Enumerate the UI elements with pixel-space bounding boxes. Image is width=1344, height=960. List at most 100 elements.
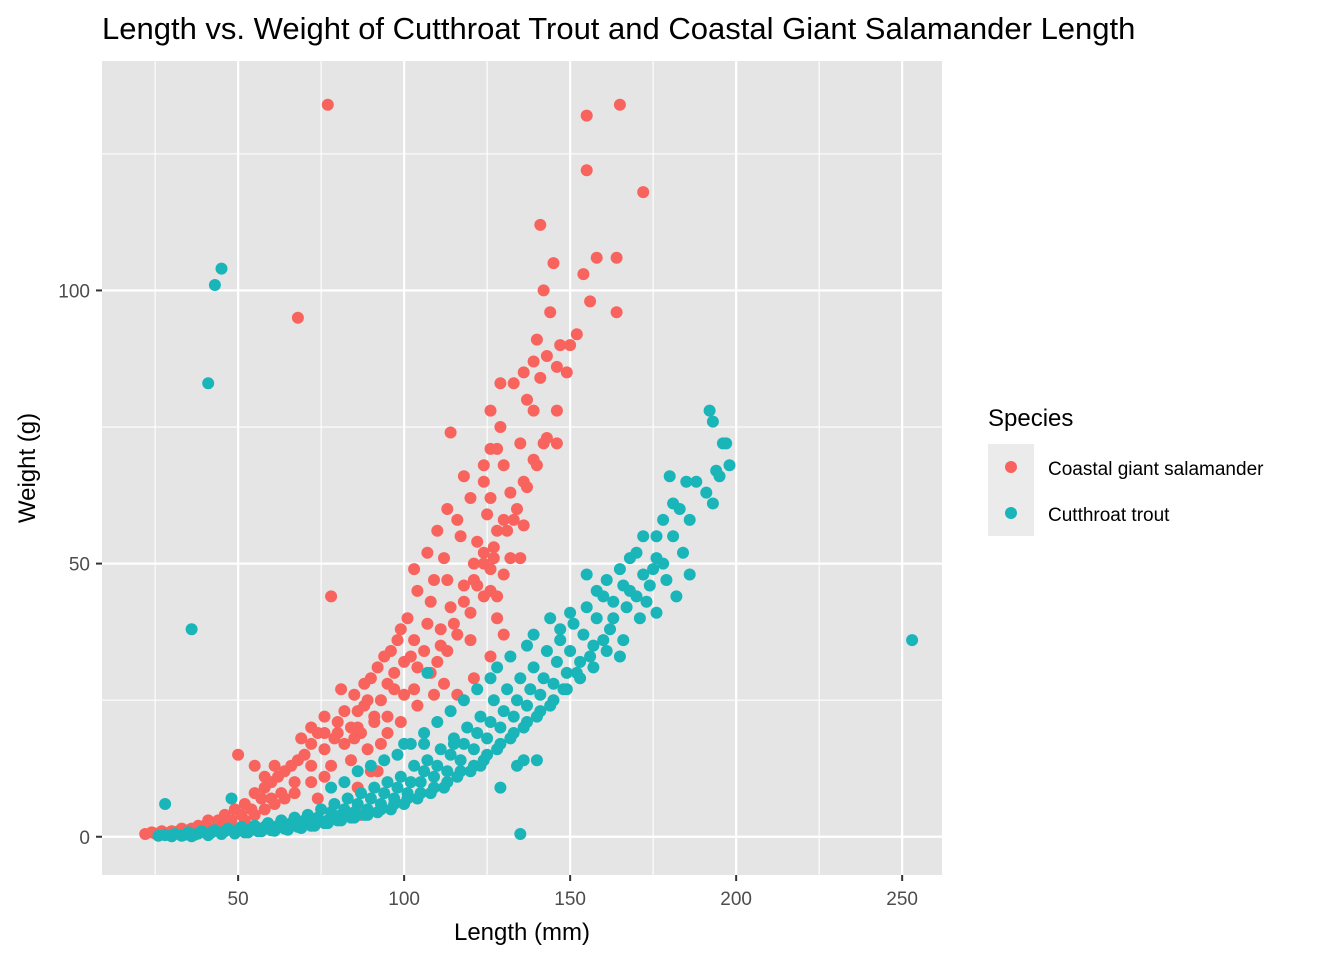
point-coastal-giant-salamander — [278, 792, 291, 805]
point-coastal-giant-salamander — [527, 404, 540, 417]
point-coastal-giant-salamander — [258, 803, 271, 816]
point-cutthroat-trout — [225, 792, 238, 805]
point-coastal-giant-salamander — [431, 524, 444, 537]
point-cutthroat-trout — [431, 759, 444, 772]
point-coastal-giant-salamander — [590, 251, 603, 264]
point-coastal-giant-salamander — [408, 563, 421, 576]
point-coastal-giant-salamander — [345, 754, 357, 767]
point-cutthroat-trout — [421, 666, 434, 679]
point-coastal-giant-salamander — [408, 634, 421, 647]
point-coastal-giant-salamander — [351, 721, 364, 734]
point-coastal-giant-salamander — [444, 426, 457, 439]
point-cutthroat-trout — [514, 672, 527, 685]
point-coastal-giant-salamander — [394, 623, 407, 636]
point-cutthroat-trout — [667, 530, 680, 543]
point-coastal-giant-salamander — [517, 519, 530, 532]
point-coastal-giant-salamander — [521, 393, 533, 406]
point-coastal-giant-salamander — [318, 770, 331, 783]
plot-area — [102, 61, 942, 875]
point-cutthroat-trout — [371, 806, 384, 819]
point-coastal-giant-salamander — [248, 808, 261, 821]
point-coastal-giant-salamander — [318, 710, 331, 723]
point-coastal-giant-salamander — [530, 333, 543, 346]
point-coastal-giant-salamander — [534, 218, 547, 231]
point-cutthroat-trout — [494, 781, 507, 794]
y-axis-title: Weight (g) — [14, 413, 41, 523]
point-coastal-giant-salamander — [318, 727, 331, 739]
point-cutthroat-trout — [408, 759, 421, 772]
point-cutthroat-trout — [305, 819, 318, 832]
point-cutthroat-trout — [504, 650, 517, 663]
legend-title: Species — [988, 405, 1073, 432]
point-cutthroat-trout — [351, 765, 364, 778]
point-coastal-giant-salamander — [481, 508, 494, 521]
y-axis-ticks: 0 50 100 — [58, 281, 102, 849]
point-coastal-giant-salamander — [457, 470, 470, 483]
point-cutthroat-trout — [497, 705, 510, 718]
point-coastal-giant-salamander — [451, 513, 464, 526]
point-cutthroat-trout — [325, 781, 338, 794]
point-coastal-giant-salamander — [467, 672, 480, 685]
point-coastal-giant-salamander — [521, 481, 533, 494]
point-cutthroat-trout — [428, 770, 440, 783]
x-tick-label: 50 — [228, 889, 249, 910]
point-coastal-giant-salamander — [311, 792, 324, 805]
point-cutthroat-trout — [514, 828, 527, 840]
point-coastal-giant-salamander — [457, 579, 470, 592]
x-tick-label: 200 — [720, 889, 752, 910]
point-coastal-giant-salamander — [411, 661, 424, 674]
point-coastal-giant-salamander — [467, 574, 480, 586]
point-coastal-giant-salamander — [471, 535, 484, 548]
point-coastal-giant-salamander — [398, 688, 411, 701]
point-coastal-giant-salamander — [418, 645, 431, 657]
point-coastal-giant-salamander — [381, 710, 394, 723]
point-cutthroat-trout — [660, 574, 673, 586]
point-cutthroat-trout — [511, 694, 523, 707]
point-cutthroat-trout — [464, 765, 477, 778]
point-cutthroat-trout — [152, 829, 165, 842]
point-coastal-giant-salamander — [371, 661, 384, 674]
point-cutthroat-trout — [291, 820, 304, 833]
point-cutthroat-trout — [673, 503, 686, 515]
point-coastal-giant-salamander — [368, 716, 381, 728]
point-coastal-giant-salamander — [248, 759, 261, 772]
point-cutthroat-trout — [617, 634, 630, 647]
point-coastal-giant-salamander — [428, 688, 440, 701]
point-coastal-giant-salamander — [610, 306, 623, 319]
point-coastal-giant-salamander — [550, 437, 563, 450]
point-cutthroat-trout — [530, 754, 543, 767]
point-cutthroat-trout — [477, 754, 490, 767]
point-cutthroat-trout — [560, 666, 573, 679]
point-cutthroat-trout — [228, 827, 241, 840]
point-cutthroat-trout — [358, 808, 371, 821]
point-coastal-giant-salamander — [441, 503, 454, 515]
point-coastal-giant-salamander — [139, 828, 152, 840]
point-coastal-giant-salamander — [491, 442, 504, 455]
point-coastal-giant-salamander — [487, 552, 500, 565]
point-coastal-giant-salamander — [232, 748, 245, 761]
point-coastal-giant-salamander — [484, 404, 497, 417]
point-cutthroat-trout — [165, 830, 178, 843]
point-cutthroat-trout — [567, 617, 580, 630]
point-coastal-giant-salamander — [451, 628, 464, 641]
point-cutthroat-trout — [550, 655, 563, 668]
legend-key-trout — [1005, 507, 1017, 519]
point-coastal-giant-salamander — [544, 306, 557, 319]
point-coastal-giant-salamander — [550, 404, 563, 417]
point-cutthroat-trout — [530, 710, 543, 723]
point-coastal-giant-salamander — [394, 716, 407, 728]
point-coastal-giant-salamander — [491, 590, 504, 603]
point-cutthroat-trout — [481, 732, 494, 745]
point-cutthroat-trout — [491, 661, 504, 674]
point-cutthroat-trout — [431, 716, 444, 728]
point-coastal-giant-salamander — [295, 732, 308, 745]
point-cutthroat-trout — [391, 781, 404, 794]
point-coastal-giant-salamander — [580, 164, 593, 177]
point-coastal-giant-salamander — [331, 727, 344, 739]
point-coastal-giant-salamander — [494, 377, 507, 390]
point-coastal-giant-salamander — [421, 617, 434, 630]
point-cutthroat-trout — [643, 579, 656, 592]
point-cutthroat-trout — [265, 824, 278, 837]
point-coastal-giant-salamander — [464, 492, 477, 504]
point-cutthroat-trout — [554, 623, 567, 636]
